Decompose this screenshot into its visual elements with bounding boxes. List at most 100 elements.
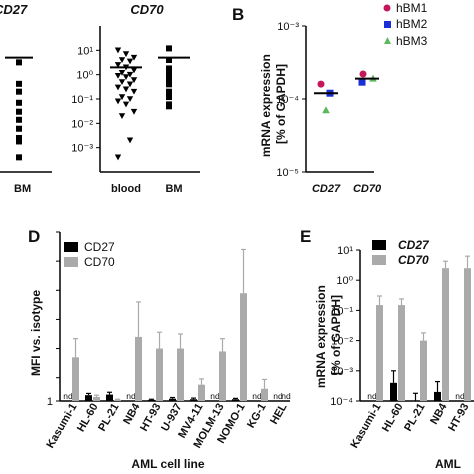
y-tick-label: 10⁰ xyxy=(336,275,353,287)
bar-cd27 xyxy=(390,382,397,401)
panel-e-legend-label-cd70: CD70 xyxy=(398,253,429,267)
panel-d-legend-label-cd27: CD27 xyxy=(84,240,115,254)
bar-cd70 xyxy=(464,268,471,401)
data-point-hbm1 xyxy=(359,70,367,78)
panel-b-label: B xyxy=(232,5,244,24)
legend-label-hbm1: hBM1 xyxy=(396,1,428,15)
legend-marker-hbm1 xyxy=(383,4,391,12)
data-point-hbm1 xyxy=(317,80,325,88)
panel-e-legend: CD27 CD70 xyxy=(372,238,430,267)
panel-a-left-points xyxy=(5,56,33,161)
data-point-cd70-blood xyxy=(118,79,126,85)
data-point-cd70-bm xyxy=(166,94,172,101)
nd-label: nd xyxy=(63,391,73,401)
data-point-cd27-bm xyxy=(16,154,22,161)
bar-cd70 xyxy=(420,340,427,401)
panel-e-x-label: AML xyxy=(435,457,461,471)
panel-e-label: E xyxy=(300,227,311,246)
data-point-cd27-bm xyxy=(16,134,22,141)
panel-d-legend-marker-cd70 xyxy=(64,257,78,267)
bar-cd27 xyxy=(434,391,441,401)
data-point-cd70-bm xyxy=(166,88,172,95)
panel-a-x-label-bm: BM xyxy=(165,183,182,195)
panel-d-legend-label-cd70: CD70 xyxy=(84,255,115,269)
panel-e: E mRNA expression [% of GAPDH] 10¹ 10⁰ 10⁻… xyxy=(300,227,474,471)
y-tick-label: 1 xyxy=(47,396,53,408)
data-point-cd70-blood xyxy=(130,67,138,74)
panel-d-y-label: MFI vs. isotype xyxy=(29,290,43,376)
data-point-cd70-blood xyxy=(126,58,134,65)
panel-b-x-label-cd70: CD70 xyxy=(353,183,382,195)
data-point-cd70-blood xyxy=(118,94,126,101)
panel-e-y-ticks: 10¹ 10⁰ 10⁻¹ 10⁻² 10⁻³ 10⁻⁴ xyxy=(330,245,360,408)
bar-cd70 xyxy=(442,268,449,401)
bar-cd27 xyxy=(148,399,155,401)
panel-e-y-label-line1: mRNA expression xyxy=(314,285,328,388)
bar-cd27 xyxy=(190,399,197,401)
data-point-cd70-blood xyxy=(114,62,122,68)
panel-b: B mRNA expression [% of GAPDH] 10⁻³10⁻⁴1… xyxy=(232,1,428,195)
panel-e-bars: nd nd xyxy=(367,255,471,401)
data-point-cd70-blood xyxy=(130,54,138,61)
bar-cd70 xyxy=(219,351,226,401)
panel-a-left-title: CD27 xyxy=(0,2,28,17)
data-point-cd70-blood xyxy=(130,77,138,84)
panel-a: CD70 10¹ 10⁰ 10⁻¹ 10⁻² 10⁻³ blood BM xyxy=(71,2,200,195)
panel-e-legend-marker-cd27 xyxy=(372,240,386,250)
x-tick-label: NB4 xyxy=(121,401,143,427)
panel-d-x-label: AML cell line xyxy=(131,457,204,471)
legend-label-hbm3: hBM3 xyxy=(396,34,428,48)
bar-cd70 xyxy=(93,396,100,401)
panel-e-legend-label-cd27: CD27 xyxy=(398,238,430,252)
data-point-cd70-blood xyxy=(130,108,138,115)
data-point-cd27-bm xyxy=(16,99,22,106)
panel-a-x-label-blood: blood xyxy=(111,183,141,195)
bar-cd70 xyxy=(72,357,79,401)
y-tick-label: 10¹ xyxy=(337,245,353,257)
bar-cd70 xyxy=(376,305,383,401)
panel-b-x-label-cd27: CD27 xyxy=(312,183,341,195)
nd-label: nd xyxy=(252,391,262,401)
panel-a-title: CD70 xyxy=(130,2,164,17)
x-tick-label: HT-93 xyxy=(446,402,471,434)
panel-e-y-label: mRNA expression [% of GAPDH] xyxy=(314,282,343,388)
bar-cd70 xyxy=(135,336,142,401)
bar-cd70 xyxy=(398,305,405,401)
y-tick-label: 10⁻⁵ xyxy=(276,167,299,179)
data-point-cd70-bm xyxy=(166,45,172,52)
data-point-cd70-bm xyxy=(166,81,172,88)
data-point-cd70-blood xyxy=(122,101,130,108)
panel-b-y-label-line2: [% of GAPDH] xyxy=(274,64,288,144)
y-tick-label: 10⁻¹ xyxy=(331,305,353,317)
data-point-cd70-blood xyxy=(122,86,130,93)
panel-d-legend: CD27 CD70 xyxy=(64,240,115,269)
panel-b-y-ticks: 10⁻³ 10⁻⁴ 10⁻⁵ xyxy=(276,21,306,179)
y-tick-label: 10⁻⁴ xyxy=(276,94,299,106)
data-point-cd70-blood xyxy=(114,72,122,79)
x-tick-label: HEL xyxy=(268,401,290,426)
panel-a-y-ticks: 10¹ 10⁰ 10⁻¹ 10⁻² 10⁻³ xyxy=(71,45,100,155)
data-point-cd70-blood xyxy=(130,88,138,95)
data-point-hbm3 xyxy=(322,106,330,114)
data-point-cd70-blood xyxy=(114,47,122,54)
y-tick-label: 10⁻⁴ xyxy=(330,396,353,408)
data-point-cd27-bm xyxy=(16,80,22,87)
bar-cd70 xyxy=(156,348,163,401)
data-point-cd27-bm xyxy=(16,116,22,123)
panel-e-legend-marker-cd70 xyxy=(372,255,386,265)
data-point-cd27-bm xyxy=(16,138,22,145)
data-point-cd70-blood xyxy=(126,137,134,144)
bar-cd70 xyxy=(177,348,184,401)
legend-marker-hbm3 xyxy=(384,37,391,44)
panel-a-left: CD27 BM xyxy=(0,2,52,195)
bar-cd27 xyxy=(169,398,176,401)
data-point-cd70-blood xyxy=(126,81,134,88)
bar-cd70 xyxy=(261,388,268,401)
bar-cd70 xyxy=(114,399,121,401)
y-tick-label: 10¹ xyxy=(77,45,93,57)
x-tick-label: Kasumi-1 xyxy=(348,402,383,451)
data-point-hbm2 xyxy=(358,78,366,86)
data-point-cd70-blood xyxy=(122,74,130,81)
